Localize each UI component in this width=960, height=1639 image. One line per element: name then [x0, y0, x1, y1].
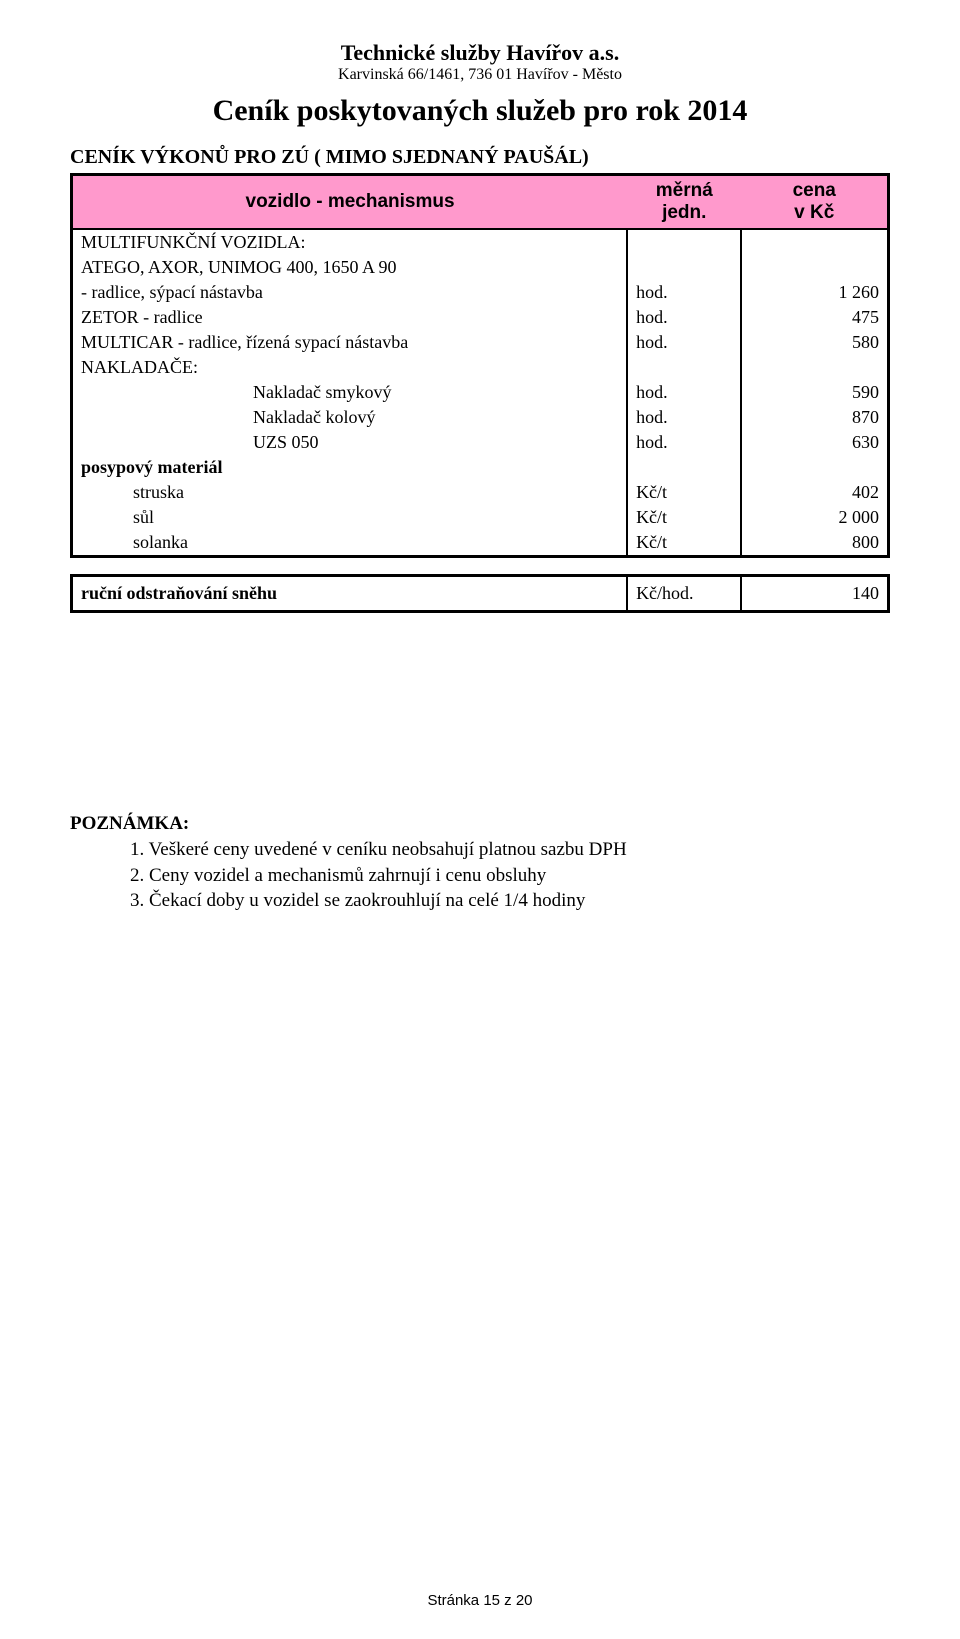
table-row: MULTIFUNKČNÍ VOZIDLA:	[72, 229, 889, 255]
cell-price: 475	[741, 305, 888, 330]
cell-label: Nakladač kolový	[72, 405, 628, 430]
cell-price: 630	[741, 430, 888, 455]
snow-unit: Kč/hod.	[627, 576, 741, 612]
cell-price	[741, 229, 888, 255]
cell-label: NAKLADAČE:	[72, 355, 628, 380]
cell-unit: Kč/t	[627, 480, 741, 505]
table-row: UZS 050hod.630	[72, 430, 889, 455]
cell-unit	[627, 355, 741, 380]
cell-unit: hod.	[627, 280, 741, 305]
cell-price	[741, 455, 888, 480]
cell-unit: hod.	[627, 405, 741, 430]
col-header-price-1: cena	[793, 180, 836, 201]
snow-row: ruční odstraňování sněhu Kč/hod. 140	[72, 576, 889, 612]
cell-price: 800	[741, 530, 888, 557]
cell-label: Nakladač smykový	[72, 380, 628, 405]
cell-price	[741, 355, 888, 380]
snow-label: ruční odstraňování sněhu	[72, 576, 628, 612]
table-row: Nakladač kolovýhod.870	[72, 405, 889, 430]
note-block: POZNÁMKA: 1. Veškeré ceny uvedené v cení…	[70, 813, 890, 914]
cell-label: ATEGO, AXOR, UNIMOG 400, 1650 A 90	[72, 255, 628, 280]
cell-unit	[627, 255, 741, 280]
snow-price: 140	[741, 576, 888, 612]
table-row: ATEGO, AXOR, UNIMOG 400, 1650 A 90	[72, 255, 889, 280]
table-row: MULTICAR - radlice, řízená sypací nástav…	[72, 330, 889, 355]
table-row: solankaKč/t800	[72, 530, 889, 557]
company-address: Karvinská 66/1461, 736 01 Havířov - Měst…	[70, 66, 890, 84]
note-line-2: 2. Ceny vozidel a mechanismů zahrnují i …	[70, 863, 890, 889]
cell-unit: hod.	[627, 305, 741, 330]
cell-unit: hod.	[627, 330, 741, 355]
cell-label: MULTICAR - radlice, řízená sypací nástav…	[72, 330, 628, 355]
col-header-item: vozidlo - mechanismus	[72, 175, 628, 230]
price-table: vozidlo - mechanismus měrná jedn. cena v…	[70, 173, 890, 558]
col-header-price: cena v Kč	[741, 175, 888, 230]
cell-unit: Kč/t	[627, 505, 741, 530]
section-title: CENÍK VÝKONŮ PRO ZÚ ( MIMO SJEDNANÝ PAUŠ…	[70, 146, 890, 169]
cell-label: UZS 050	[72, 430, 628, 455]
snow-table: ruční odstraňování sněhu Kč/hod. 140	[70, 574, 890, 613]
cell-unit: hod.	[627, 430, 741, 455]
note-line-3: 3. Čekací doby u vozidel se zaokrouhlují…	[70, 888, 890, 914]
cell-price: 402	[741, 480, 888, 505]
table-row: posypový materiál	[72, 455, 889, 480]
cell-unit	[627, 229, 741, 255]
cell-label: MULTIFUNKČNÍ VOZIDLA:	[72, 229, 628, 255]
note-title: POZNÁMKA:	[70, 813, 890, 835]
cell-price: 580	[741, 330, 888, 355]
cell-price: 590	[741, 380, 888, 405]
table-row: sůlKč/t2 000	[72, 505, 889, 530]
table-row: struskaKč/t402	[72, 480, 889, 505]
table-row: Nakladač smykovýhod.590	[72, 380, 889, 405]
col-header-unit: měrná jedn.	[627, 175, 741, 230]
cell-unit	[627, 455, 741, 480]
page-header: Technické služby Havířov a.s. Karvinská …	[70, 40, 890, 84]
cell-price: 1 260	[741, 280, 888, 305]
cell-label: ZETOR - radlice	[72, 305, 628, 330]
company-name: Technické služby Havířov a.s.	[70, 40, 890, 66]
cell-price: 2 000	[741, 505, 888, 530]
table-row: ZETOR - radlicehod.475	[72, 305, 889, 330]
cell-label: solanka	[72, 530, 628, 557]
note-line-1: 1. Veškeré ceny uvedené v ceníku neobsah…	[70, 837, 890, 863]
cell-label: - radlice, sýpací nástavba	[72, 280, 628, 305]
page-footer: Stránka 15 z 20	[0, 1592, 960, 1609]
col-header-price-2: v Kč	[794, 202, 834, 223]
cell-unit: Kč/t	[627, 530, 741, 557]
col-header-unit-2: jedn.	[662, 202, 706, 223]
cell-price: 870	[741, 405, 888, 430]
cell-price	[741, 255, 888, 280]
table-row: NAKLADAČE:	[72, 355, 889, 380]
cell-unit: hod.	[627, 380, 741, 405]
table-row: - radlice, sýpací nástavbahod.1 260	[72, 280, 889, 305]
main-title: Ceník poskytovaných služeb pro rok 2014	[70, 94, 890, 128]
col-header-unit-1: měrná	[656, 180, 713, 201]
cell-label: sůl	[72, 505, 628, 530]
cell-label: posypový materiál	[72, 455, 628, 480]
cell-label: struska	[72, 480, 628, 505]
